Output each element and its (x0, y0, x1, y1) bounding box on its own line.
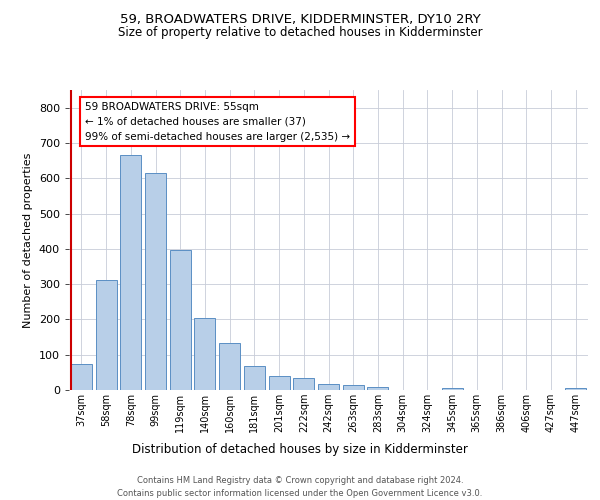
Bar (244, 366, 265, 390)
Bar (219, 343, 240, 390)
Bar (293, 378, 314, 390)
Bar (318, 384, 339, 390)
Bar (71, 364, 92, 390)
Bar (565, 388, 586, 390)
Bar (343, 385, 364, 390)
Bar (269, 376, 290, 390)
Text: 59 BROADWATERS DRIVE: 55sqm
← 1% of detached houses are smaller (37)
99% of semi: 59 BROADWATERS DRIVE: 55sqm ← 1% of deta… (85, 102, 350, 142)
Text: 59, BROADWATERS DRIVE, KIDDERMINSTER, DY10 2RY: 59, BROADWATERS DRIVE, KIDDERMINSTER, DY… (119, 12, 481, 26)
Bar (194, 318, 215, 390)
Text: Size of property relative to detached houses in Kidderminster: Size of property relative to detached ho… (118, 26, 482, 39)
Y-axis label: Number of detached properties: Number of detached properties (23, 152, 33, 328)
Text: Distribution of detached houses by size in Kidderminster: Distribution of detached houses by size … (132, 442, 468, 456)
Bar (120, 156, 141, 390)
Bar (442, 388, 463, 390)
Bar (145, 173, 166, 390)
Text: Contains HM Land Registry data © Crown copyright and database right 2024.
Contai: Contains HM Land Registry data © Crown c… (118, 476, 482, 498)
Bar (170, 250, 191, 390)
Bar (367, 387, 388, 390)
Bar (95, 280, 116, 390)
